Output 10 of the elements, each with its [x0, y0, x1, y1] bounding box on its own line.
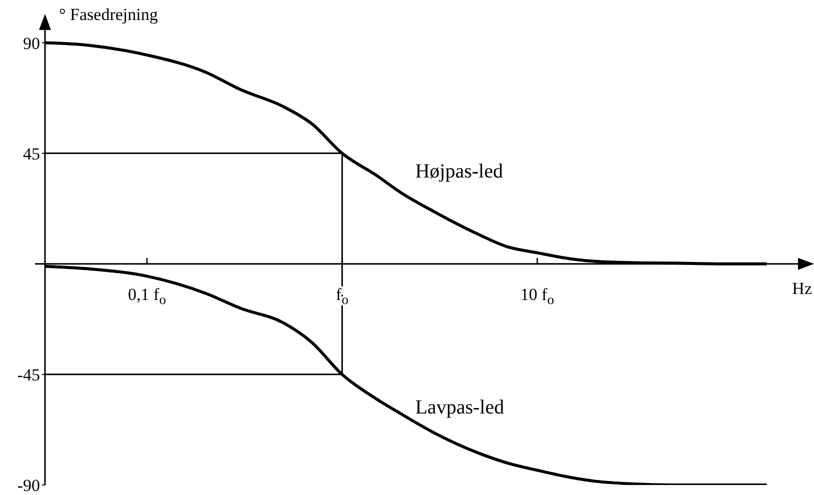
series-label: Lavpas-led — [415, 396, 504, 418]
y-axis-title: ° Fasedrejning — [59, 5, 158, 24]
y-tick-label: 45 — [23, 144, 40, 164]
y-tick-label: 90 — [23, 34, 40, 53]
y-tick-label: -90 — [17, 476, 40, 495]
series-label: Højpas-led — [415, 160, 503, 182]
x-tick-label: 10 f$_{o}$ — [520, 284, 554, 308]
x-tick-label: 0,1 f$_{o}$ — [128, 284, 166, 308]
x-axis-title: Hz — [792, 278, 812, 298]
y-tick-label: -45 — [17, 365, 40, 384]
